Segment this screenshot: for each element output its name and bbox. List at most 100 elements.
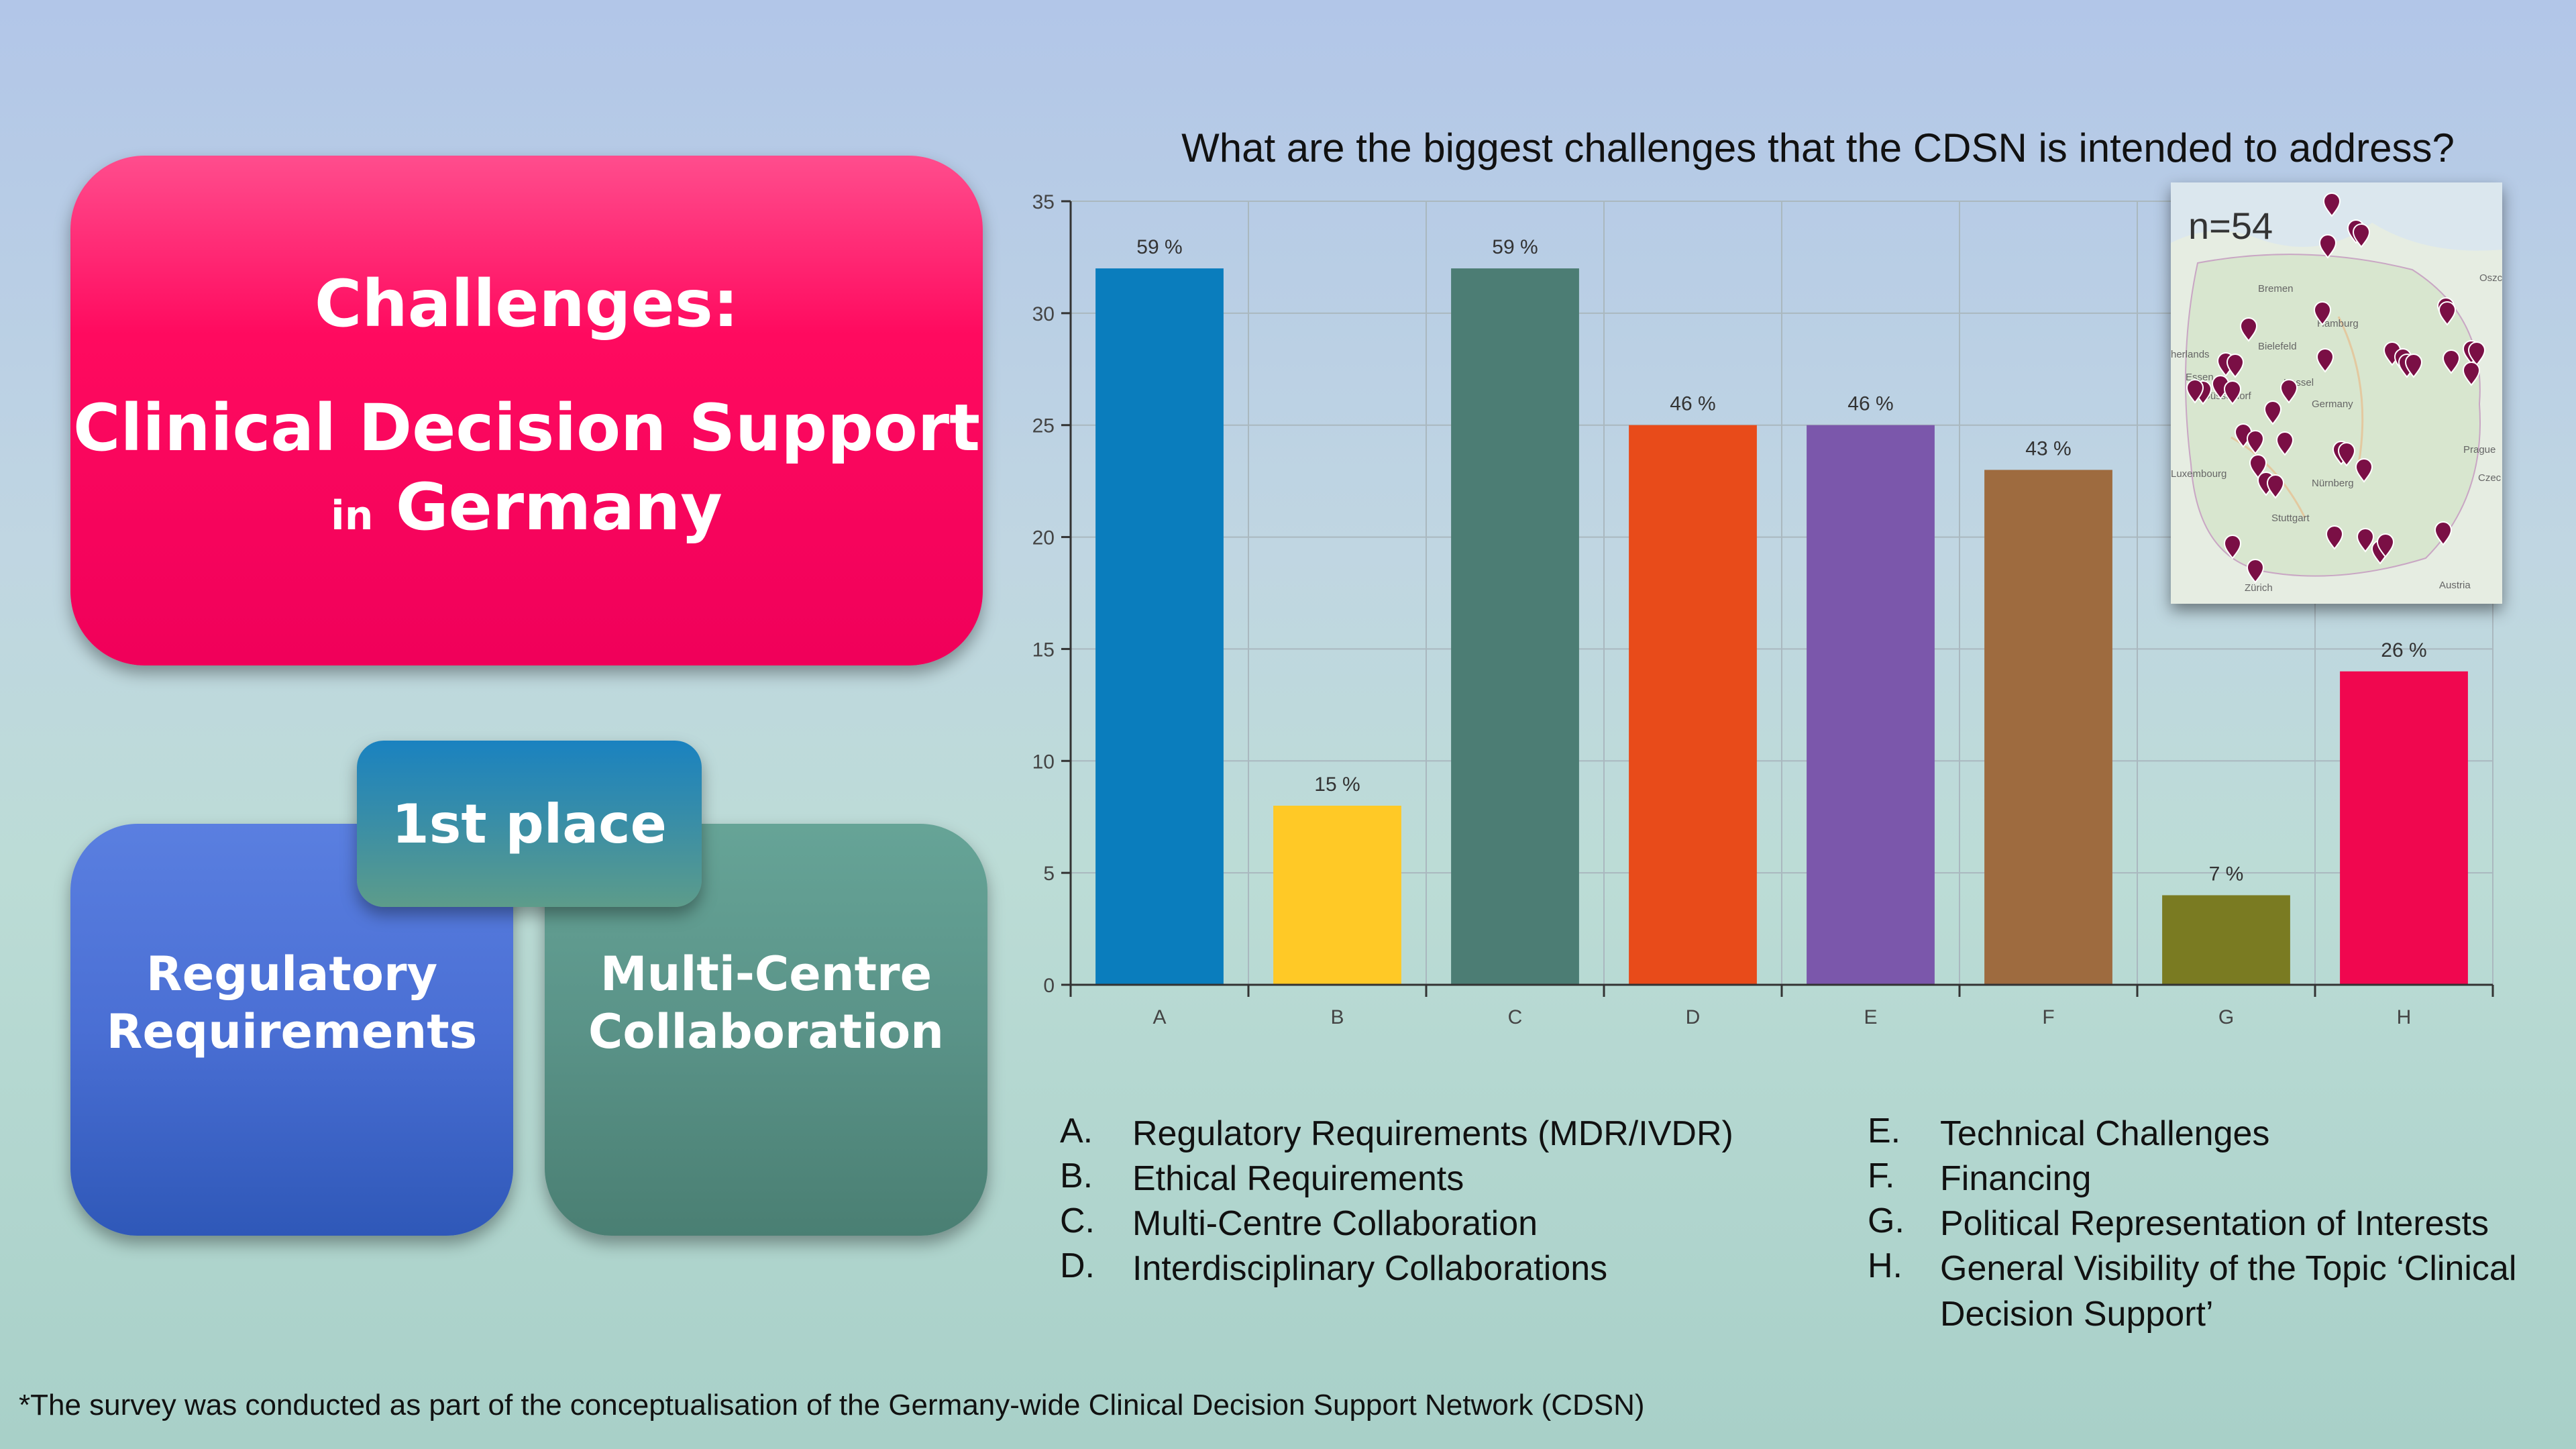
regulatory-line1: Regulatory — [146, 947, 438, 1002]
bar-data-label: 46 % — [1847, 393, 1893, 415]
chart-title: What are the biggest challenges that the… — [1181, 125, 2455, 170]
legend-text: Ethical Requirements — [1132, 1159, 1464, 1198]
x-tick-label: B — [1330, 1006, 1344, 1028]
map-pin-icon — [2337, 442, 2356, 467]
map-pin-icon — [2246, 430, 2265, 455]
y-tick-label: 5 — [1043, 863, 1055, 885]
y-tick-label: 20 — [1032, 527, 1055, 549]
legend-item-d: D. Interdisciplinary Collaborations — [1060, 1246, 1736, 1291]
x-tick-label: C — [1508, 1006, 1523, 1028]
x-tick-label: G — [2218, 1006, 2234, 1028]
sample-size-label: n=54 — [2188, 205, 2273, 247]
survey-footnote: *The survey was conducted as part of the… — [19, 1389, 1645, 1421]
y-tick-label: 0 — [1043, 975, 1055, 997]
map-pin-icon — [2404, 354, 2423, 378]
map-pin-icon — [2313, 301, 2332, 326]
map-pin-icon — [2438, 301, 2457, 326]
legend-letter: C. — [1060, 1201, 1095, 1240]
legend-letter: G. — [1868, 1201, 1904, 1240]
x-tick-label: A — [1152, 1006, 1166, 1028]
map-pin-icon — [2322, 193, 2341, 217]
bar-d — [1629, 425, 1757, 985]
map-pin-icon — [2352, 223, 2371, 248]
legend-text: Regulatory Requirements (MDR/IVDR) — [1132, 1114, 1733, 1153]
place-label: Hamburg — [2317, 318, 2359, 329]
map-pin-icon — [2316, 348, 2334, 373]
map-pin-icon — [2275, 431, 2294, 456]
bar-data-label: 59 % — [1136, 236, 1182, 258]
regulatory-line2: Requirements — [106, 1004, 478, 1059]
map-pin-icon — [2263, 400, 2282, 425]
map-pin-icon — [2226, 354, 2245, 378]
title-country: Germany — [395, 469, 722, 545]
map-pin-icon — [2356, 528, 2375, 553]
legend-item-c: C. Multi-Centre Collaboration — [1060, 1201, 1736, 1246]
title-country-line: in Germany — [331, 468, 722, 555]
bar-h — [2340, 671, 2468, 985]
map-pin-icon — [2239, 317, 2258, 342]
map-pin-icon — [2467, 341, 2486, 366]
legend-letter: A. — [1060, 1112, 1093, 1150]
bars: 59 % 15 % 59 % 46 % 46 % 43 % 7 % 26 % — [1095, 236, 2468, 985]
legend-text: Financing — [1940, 1159, 2092, 1198]
place-label: Luxembourg — [2171, 468, 2227, 480]
legend-item-g: G. Political Representation of Interests — [1868, 1201, 2544, 1246]
legend-text: Political Representation of Interests — [1940, 1204, 2489, 1243]
legend-text: General Visibility of the Topic ‘Clinica… — [1940, 1249, 2517, 1334]
legend-text: Technical Challenges — [1940, 1114, 2270, 1153]
map-pin-icon — [2442, 350, 2461, 374]
place-label: herlands — [2171, 349, 2210, 360]
legend-letter: F. — [1868, 1157, 1895, 1195]
place-label: Bielefeld — [2258, 341, 2297, 352]
y-tick-label: 25 — [1032, 415, 1055, 437]
map-pin-icon — [2246, 559, 2265, 584]
bar-g — [2162, 895, 2290, 985]
map-pin-icon — [2462, 362, 2481, 386]
place-label: Czec — [2478, 472, 2502, 484]
bar-data-label: 46 % — [1670, 393, 1715, 415]
legend-item-f: F. Financing — [1868, 1156, 2544, 1201]
legend-letter: E. — [1868, 1112, 1901, 1150]
bar-data-label: 59 % — [1492, 236, 1538, 258]
y-tick-label: 15 — [1032, 639, 1055, 661]
first-place-badge: 1st place — [357, 741, 702, 907]
map-pin-icon — [2355, 458, 2373, 483]
map-pin-icon — [2325, 525, 2344, 550]
legend-item-h: H. General Visibility of the Topic ‘Clin… — [1868, 1246, 2544, 1337]
x-tick-label: H — [2397, 1006, 2412, 1028]
map-pin-icon — [2186, 379, 2204, 404]
y-tick-label: 30 — [1032, 303, 1055, 325]
multicentre-line1: Multi-Centre — [600, 947, 932, 1002]
legend-letter: H. — [1868, 1246, 1902, 1285]
bar-a — [1095, 268, 1224, 985]
place-label: Stuttgart — [2271, 513, 2310, 524]
legend-letter: B. — [1060, 1157, 1093, 1195]
legend-letter: D. — [1060, 1246, 1095, 1285]
map-pin-icon — [2318, 234, 2337, 259]
map-pin-icon — [2279, 379, 2298, 404]
title-heading: Challenges: — [314, 266, 739, 341]
map-pin-icon — [2376, 533, 2395, 558]
legend-item-b: B. Ethical Requirements — [1060, 1156, 1736, 1201]
axes: 0 5 10 15 20 25 30 35 A B C D E F G H — [1032, 191, 2494, 1028]
legend-item-a: A. Regulatory Requirements (MDR/IVDR) — [1060, 1111, 1736, 1157]
germany-map-inset: n=54 Bremen Hamburg herlands Bielefeld E… — [2171, 182, 2502, 604]
bar-e — [1807, 425, 1935, 985]
place-label: Prague — [2463, 444, 2496, 455]
bar-data-label: 15 % — [1314, 773, 1360, 796]
x-tick-label: D — [1686, 1006, 1701, 1028]
title-card: Challenges: Clinical Decision Support in… — [70, 156, 983, 665]
map-pins — [2186, 193, 2486, 584]
place-label: Nürnberg — [2312, 478, 2354, 489]
map-pin-icon — [2434, 521, 2453, 546]
legend-text: Interdisciplinary Collaborations — [1132, 1249, 1608, 1288]
place-label: Oszc — [2479, 272, 2502, 284]
place-label: Bremen — [2258, 283, 2294, 294]
bar-b — [1273, 806, 1401, 985]
place-label: Zürich — [2245, 582, 2273, 594]
legend-item-e: E. Technical Challenges — [1868, 1111, 2544, 1157]
bar-data-label: 7 % — [2209, 863, 2244, 885]
place-label: Germany — [2312, 398, 2353, 410]
multicentre-line2: Collaboration — [588, 1004, 945, 1059]
title-subheading: Clinical Decision Support — [72, 390, 980, 466]
